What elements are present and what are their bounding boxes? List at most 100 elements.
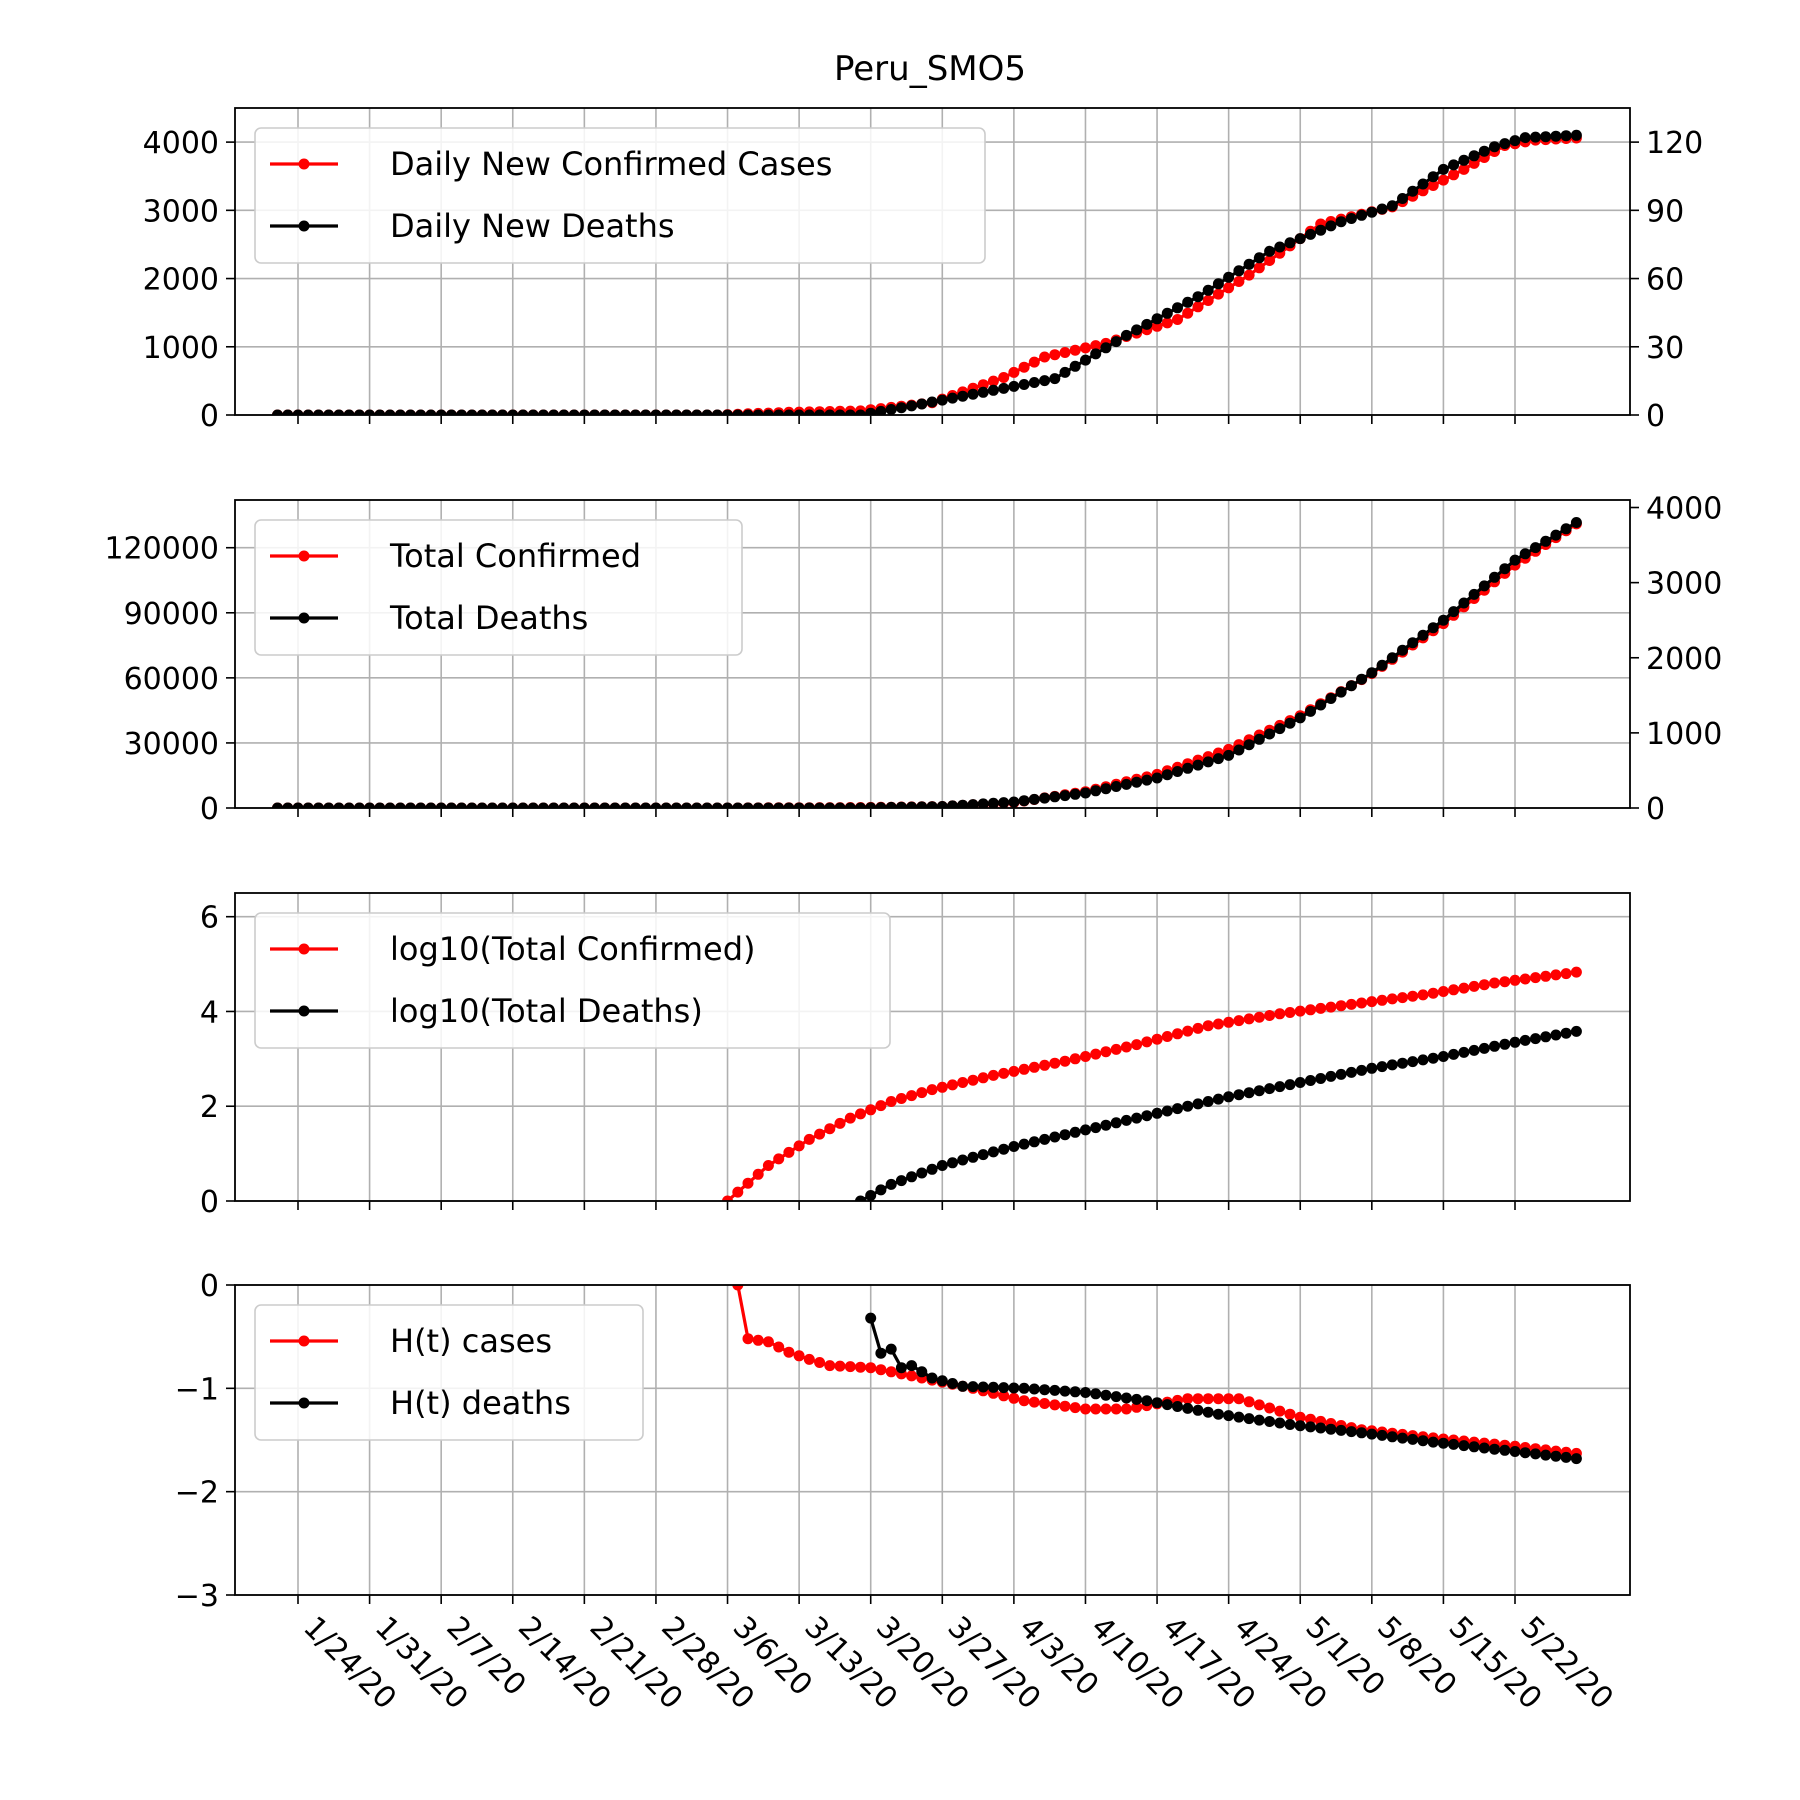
data-point: [1243, 269, 1255, 281]
legend: Daily New Confirmed Cases Daily New Death…: [254, 127, 986, 264]
data-point: [1212, 288, 1224, 300]
data-point: [916, 1087, 928, 1099]
data-point: [405, 409, 416, 415]
data-point: [1407, 637, 1419, 649]
data-point: [1018, 379, 1030, 390]
data-point: [1120, 778, 1132, 790]
data-point: [527, 802, 539, 808]
data-point: [1223, 749, 1235, 761]
legend-swatch-marker: [298, 943, 310, 955]
data-point: [1386, 1059, 1398, 1071]
data-point: [1478, 145, 1490, 157]
y-tick-label: −2: [175, 1476, 219, 1511]
data-point: [1294, 1077, 1306, 1088]
data-point: [650, 802, 662, 808]
y-tick-label: 0: [200, 1185, 219, 1220]
data-point: [1570, 1453, 1582, 1465]
data-point: [1110, 1043, 1122, 1055]
data-point: [1192, 1022, 1204, 1034]
data-point: [773, 1153, 785, 1165]
data-point: [1202, 295, 1214, 306]
data-point: [722, 802, 733, 808]
data-point: [1468, 150, 1480, 162]
data-point: [1427, 1436, 1439, 1448]
data-point: [977, 386, 989, 398]
data-point: [1110, 1391, 1122, 1403]
data-point: [1080, 1387, 1091, 1398]
data-point: [987, 1381, 999, 1393]
data-point: [1284, 237, 1296, 249]
data-point: [425, 802, 437, 808]
data-point: [456, 802, 468, 808]
data-point: [1345, 680, 1357, 692]
data-point: [568, 409, 580, 415]
data-point: [1264, 245, 1276, 257]
data-point: [1223, 1410, 1235, 1422]
data-point: [844, 1112, 856, 1124]
data-point: [762, 409, 774, 415]
data-point: [906, 400, 918, 412]
data-point: [1448, 1048, 1460, 1060]
data-point: [957, 390, 969, 402]
data-point: [1325, 693, 1337, 704]
data-point: [1080, 1403, 1091, 1415]
data-point: [875, 405, 887, 415]
series-h-t-deaths: [865, 1312, 1582, 1465]
data-point: [1284, 1419, 1296, 1430]
data-point: [701, 409, 713, 415]
data-point: [916, 398, 928, 410]
data-point: [1335, 1068, 1347, 1080]
data-point: [568, 802, 580, 808]
legend: H(t) cases H(t) deaths: [254, 1304, 644, 1441]
data-point: [486, 802, 498, 808]
data-point: [793, 1350, 805, 1362]
data-point: [1325, 1070, 1337, 1082]
data-point: [497, 409, 508, 415]
data-point: [1458, 982, 1470, 994]
data-point: [1448, 1438, 1460, 1450]
data-point: [998, 372, 1010, 383]
data-point: [1468, 157, 1480, 169]
data-point: [1212, 753, 1224, 765]
data-point: [1427, 180, 1439, 191]
data-point: [1018, 1395, 1030, 1407]
data-point: [1264, 1402, 1276, 1414]
data-point: [957, 1380, 969, 1392]
legend-box: [254, 519, 743, 656]
data-point: [1325, 1423, 1337, 1435]
data-point: [1069, 788, 1081, 800]
data-point: [1540, 535, 1552, 547]
data-point: [1100, 1389, 1112, 1401]
data-point: [885, 1343, 897, 1355]
data-point: [947, 800, 958, 808]
data-point: [619, 802, 631, 808]
subplot-1: 0 1000 2000 3000 4000 0 30 60 90 120 Daily New Con…: [143, 107, 1703, 434]
data-point: [1253, 252, 1265, 264]
data-point: [1570, 1025, 1582, 1037]
data-point: [855, 1195, 866, 1201]
data-point: [844, 409, 856, 415]
data-point: [1550, 130, 1562, 142]
data-point: [1039, 1133, 1051, 1145]
data-point: [1090, 348, 1102, 360]
data-point: [742, 409, 754, 415]
y-tick-label: 60000: [124, 662, 219, 697]
data-point: [282, 409, 294, 415]
data-point: [865, 407, 877, 415]
data-point: [1028, 1136, 1040, 1148]
data-point: [967, 1151, 979, 1163]
data-point: [1008, 380, 1020, 392]
data-point: [435, 802, 447, 808]
data-point: [803, 1133, 815, 1145]
data-point: [1243, 1413, 1255, 1425]
data-point: [1509, 1036, 1521, 1048]
data-point: [476, 409, 488, 415]
data-point: [1253, 1399, 1265, 1411]
subplot-3: 0 2 4 6 log10(Total Confirmed) log10(Total De…: [200, 892, 1631, 1220]
data-point: [947, 392, 958, 404]
data-point: [722, 1195, 733, 1201]
data-point: [476, 802, 488, 808]
data-point: [1458, 163, 1470, 175]
data-point: [1039, 792, 1051, 804]
y-tick-label: 0: [200, 1269, 219, 1304]
